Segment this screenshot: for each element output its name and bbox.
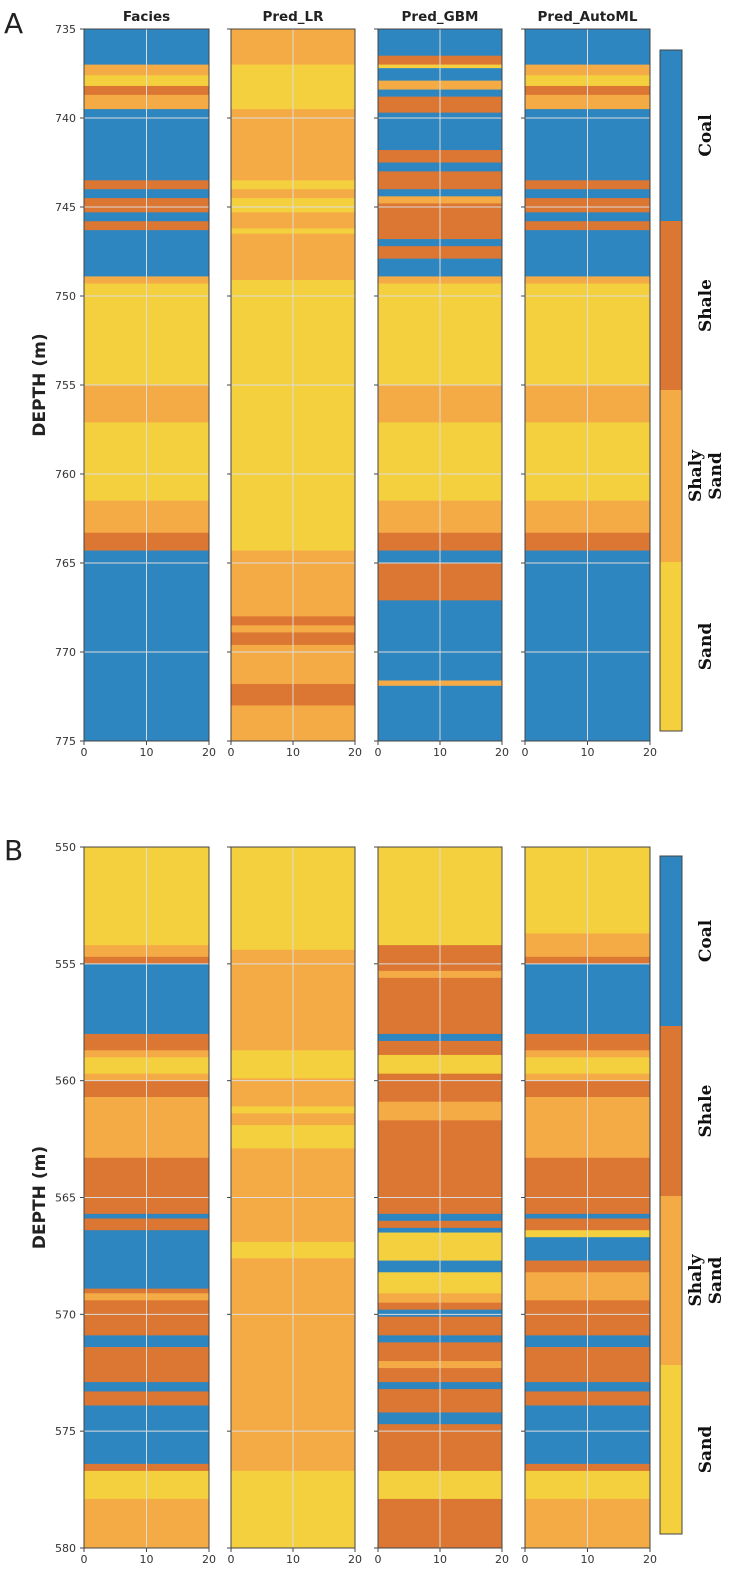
legend-swatch-shale	[660, 1026, 682, 1196]
legend-label-sand: Sand	[696, 623, 716, 671]
panel-b-column-facies: 0 10 20	[80, 846, 216, 1566]
x-tick-label: 10	[433, 746, 447, 759]
x-tick-label: 20	[495, 746, 509, 759]
x-tick-label: 0	[81, 1553, 88, 1566]
x-tick-label: 20	[643, 746, 657, 759]
legend-label-sand: Sand	[696, 1426, 716, 1474]
y-tick-label: 570	[55, 1308, 76, 1321]
x-tick-label: 0	[228, 746, 235, 759]
x-tick-label: 10	[286, 1553, 300, 1566]
x-tick-label: 0	[522, 746, 529, 759]
panel-a-column-pred-gbm: Pred_GBM 0 10 20	[374, 9, 509, 759]
panel-a-column-facies: Facies 0 10 20	[80, 9, 216, 759]
y-tick-label: 580	[55, 1542, 76, 1555]
legend-label-coal: Coal	[696, 919, 716, 962]
x-tick-label: 20	[348, 746, 362, 759]
column-title-facies: Facies	[123, 9, 170, 25]
panel-b-column-pred-gbm: 0 10 20	[374, 846, 509, 1566]
panel-b-column-pred-lr: 0 10 20	[227, 846, 362, 1566]
y-tick-label: 775	[55, 735, 76, 748]
x-tick-label: 20	[202, 746, 216, 759]
legend-label-coal: Coal	[696, 114, 716, 157]
x-tick-label: 0	[81, 746, 88, 759]
legend-swatch-shale	[660, 221, 682, 390]
panel-a-column-pred-automl: Pred_AutoML 0 10 20	[521, 9, 657, 759]
x-tick-label: 0	[228, 1553, 235, 1566]
legend-label-shaly-sand: Shaly	[686, 1253, 706, 1306]
x-tick-label: 0	[375, 1553, 382, 1566]
y-tick-label: 760	[55, 468, 76, 481]
y-tick-label: 565	[55, 1192, 76, 1205]
legend-label-shale: Shale	[696, 1084, 716, 1137]
y-tick-label: 735	[55, 23, 76, 36]
x-tick-label: 10	[581, 1553, 595, 1566]
column-title-pred-lr: Pred_LR	[262, 9, 324, 25]
x-tick-label: 0	[375, 746, 382, 759]
y-tick-label: 740	[55, 112, 76, 125]
x-tick-label: 20	[643, 1553, 657, 1566]
legend-frame	[659, 855, 683, 1535]
y-tick-label: 575	[55, 1425, 76, 1438]
x-tick-label: 10	[581, 746, 595, 759]
legend-swatch-sand	[660, 1365, 682, 1534]
legend-swatch-shaly-sand	[660, 1196, 682, 1365]
y-tick-label: 765	[55, 557, 76, 570]
y-tick-label: 745	[55, 201, 76, 214]
legend-label-shaly-sand: Shaly	[686, 449, 706, 502]
legend-frame	[659, 49, 683, 732]
y-tick-label: 770	[55, 646, 76, 659]
x-tick-label: 10	[433, 1553, 447, 1566]
x-tick-label: 0	[522, 1553, 529, 1566]
x-tick-label: 20	[348, 1553, 362, 1566]
legend-label-shaly-sand: Sand	[706, 1257, 726, 1305]
column-title-pred-automl: Pred_AutoML	[538, 9, 638, 25]
column-title-pred-gbm: Pred_GBM	[402, 9, 479, 25]
y-tick-label: 755	[55, 379, 76, 392]
legend-label-shaly-sand: Sand	[706, 452, 726, 500]
panel-a-column-pred-lr: Pred_LR 0 10 20	[227, 9, 362, 759]
y-tick-label: 550	[55, 841, 76, 854]
legend-swatch-coal	[660, 50, 682, 221]
x-tick-label: 10	[140, 746, 154, 759]
panel-a-y-axis-label: DEPTH (m)	[30, 333, 50, 436]
x-tick-label: 20	[495, 1553, 509, 1566]
legend-swatch-coal	[660, 856, 682, 1026]
panel-b-letter: B	[4, 834, 23, 867]
y-tick-label: 560	[55, 1075, 76, 1088]
legend-swatch-sand	[660, 562, 682, 731]
panel-b: B DEPTH (m) 0 10 20 0 10 20 0 10 20 0 10 20 550 555 560 5…	[4, 834, 726, 1566]
legend-label-shale: Shale	[696, 279, 716, 332]
x-tick-label: 10	[286, 746, 300, 759]
x-tick-label: 10	[140, 1553, 154, 1566]
y-tick-label: 555	[55, 958, 76, 971]
x-tick-label: 20	[202, 1553, 216, 1566]
panel-b-y-axis-label: DEPTH (m)	[30, 1146, 50, 1249]
panel-a-letter: A	[4, 7, 23, 40]
panel-b-column-pred-automl: 0 10 20	[521, 846, 657, 1566]
legend-swatch-shaly-sand	[660, 390, 682, 562]
y-tick-label: 750	[55, 290, 76, 303]
